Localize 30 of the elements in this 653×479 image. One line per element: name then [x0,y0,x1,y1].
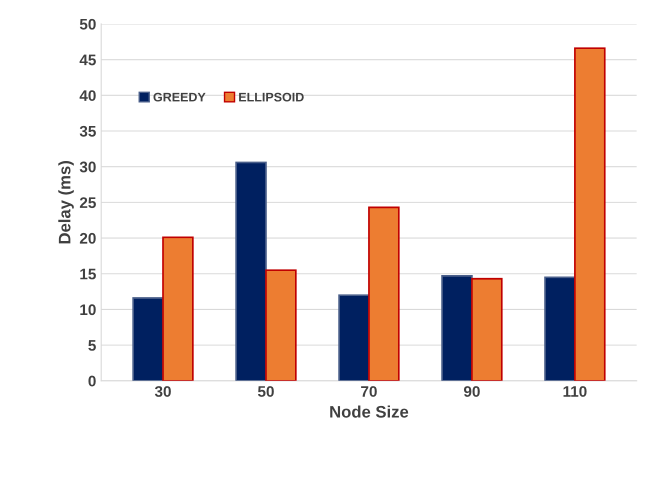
bar [235,162,267,381]
legend-label: ELLIPSOID [239,92,304,102]
y-tick-label: 40 [80,90,96,102]
bar [574,47,606,381]
y-tick-label: 25 [80,197,96,208]
y-tick-label: 50 [80,18,96,30]
legend-label: GREEDY [154,92,206,102]
bar [132,297,164,381]
y-tick-label: 35 [80,126,96,137]
y-tick-label: 20 [80,232,96,244]
x-tick-label: 110 [564,386,587,397]
bar [471,278,503,381]
bar [441,275,473,381]
bar [265,269,297,381]
bar [368,206,400,381]
bar [338,294,370,381]
bar [544,276,576,381]
y-tick-label: 45 [80,54,96,66]
x-tick-label: 50 [258,386,274,397]
y-axis-title: Delay (ms) [58,161,74,244]
x-tick-label: 90 [464,386,480,397]
y-tick-label: 15 [80,268,96,280]
y-tick-label: 0 [88,376,96,386]
y-tick-label: 5 [88,340,96,351]
x-tick-label: 30 [154,386,171,397]
y-tick-label: 10 [80,304,96,316]
x-axis-title: Node Size [330,405,408,418]
x-tick-label: 70 [361,386,377,397]
y-tick-label: 30 [80,162,96,172]
bar [162,236,194,381]
